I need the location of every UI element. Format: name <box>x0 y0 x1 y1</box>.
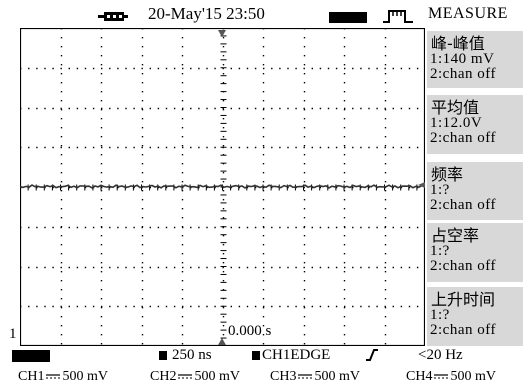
ch2-scale[interactable]: CH2 500 mV <box>150 369 240 385</box>
menu-title: MEASURE <box>428 5 508 22</box>
horizontal-position: 0.000 s <box>228 323 272 339</box>
menu-item-ch1-value: 1:12.0V <box>430 115 483 131</box>
ch1-active-indicator[interactable] <box>12 350 50 362</box>
dc-coupling-icon <box>46 374 61 379</box>
timebase-indicator-icon <box>159 351 167 360</box>
dc-coupling-icon <box>178 374 193 379</box>
ch3-scale[interactable]: CH3 500 mV <box>270 369 360 385</box>
measure-duty-cycle[interactable]: 占空率 1:? 2:chan off <box>427 220 523 282</box>
menu-item-ch1-value: 1:? <box>430 307 450 323</box>
trigger-mode[interactable]: CH1EDGE <box>262 347 331 363</box>
date-time: 20-May'15 23:50 <box>148 4 265 23</box>
trigger-position-marker <box>218 30 226 37</box>
channel-label: CH3 <box>270 369 297 384</box>
menu-item-ch2-value: 2:chan off <box>430 322 496 338</box>
measure-rise-time[interactable]: 上升时间 1:? 2:chan off <box>427 284 523 346</box>
ch4-scale[interactable]: CH4 500 mV <box>406 369 496 385</box>
ch1-waveform <box>20 184 425 189</box>
ch1-scale[interactable]: CH1 500 mV <box>18 369 108 385</box>
channel-label: CH4 <box>406 369 433 384</box>
waveform-display[interactable] <box>20 28 425 346</box>
measure-mean[interactable]: 平均值 1:12.0V 2:chan off <box>427 92 523 154</box>
menu-item-ch1-value: 1:? <box>430 243 450 259</box>
channel-label: CH1 <box>18 369 45 384</box>
timebase-value[interactable]: 250 ns <box>172 347 212 363</box>
trigger-pulse-icon <box>383 10 413 23</box>
menu-item-ch1-value: 1:? <box>430 182 450 198</box>
menu-item-ch2-value: 2:chan off <box>430 197 496 213</box>
usb-device-icon <box>98 12 128 21</box>
trigger-level-marker <box>418 182 425 188</box>
trigger-indicator-icon <box>252 351 260 360</box>
menu-item-ch2-value: 2:chan off <box>430 258 496 274</box>
channel-scale: 500 mV <box>450 369 496 384</box>
measure-peak-to-peak[interactable]: 峰-峰值 1:140 mV 2:chan off <box>427 28 523 88</box>
menu-item-ch2-value: 2:chan off <box>430 66 496 82</box>
menu-item-title: 峰-峰值 <box>431 34 485 53</box>
channel-scale: 500 mV <box>194 369 240 384</box>
channel-1-marker: 1 <box>9 326 17 342</box>
dc-coupling-icon <box>434 374 449 379</box>
menu-item-ch1-value: 1:140 mV <box>430 51 495 67</box>
dc-coupling-icon <box>298 374 313 379</box>
trigger-position-marker-bottom <box>218 338 226 345</box>
measure-frequency[interactable]: 频率 1:? 2:chan off <box>427 159 523 221</box>
menu-item-title: 占空率 <box>431 226 480 245</box>
menu-item-title: 上升时间 <box>431 290 496 309</box>
channel-scale: 500 mV <box>62 369 108 384</box>
run-state-indicator[interactable] <box>329 12 367 23</box>
menu-item-title: 频率 <box>431 165 464 184</box>
menu-item-ch2-value: 2:chan off <box>430 130 496 146</box>
rising-edge-icon <box>366 349 378 361</box>
graticule <box>20 28 425 346</box>
channel-label: CH2 <box>150 369 177 384</box>
menu-item-title: 平均值 <box>431 98 480 117</box>
trigger-frequency: <20 Hz <box>418 347 463 363</box>
channel-scale: 500 mV <box>314 369 360 384</box>
